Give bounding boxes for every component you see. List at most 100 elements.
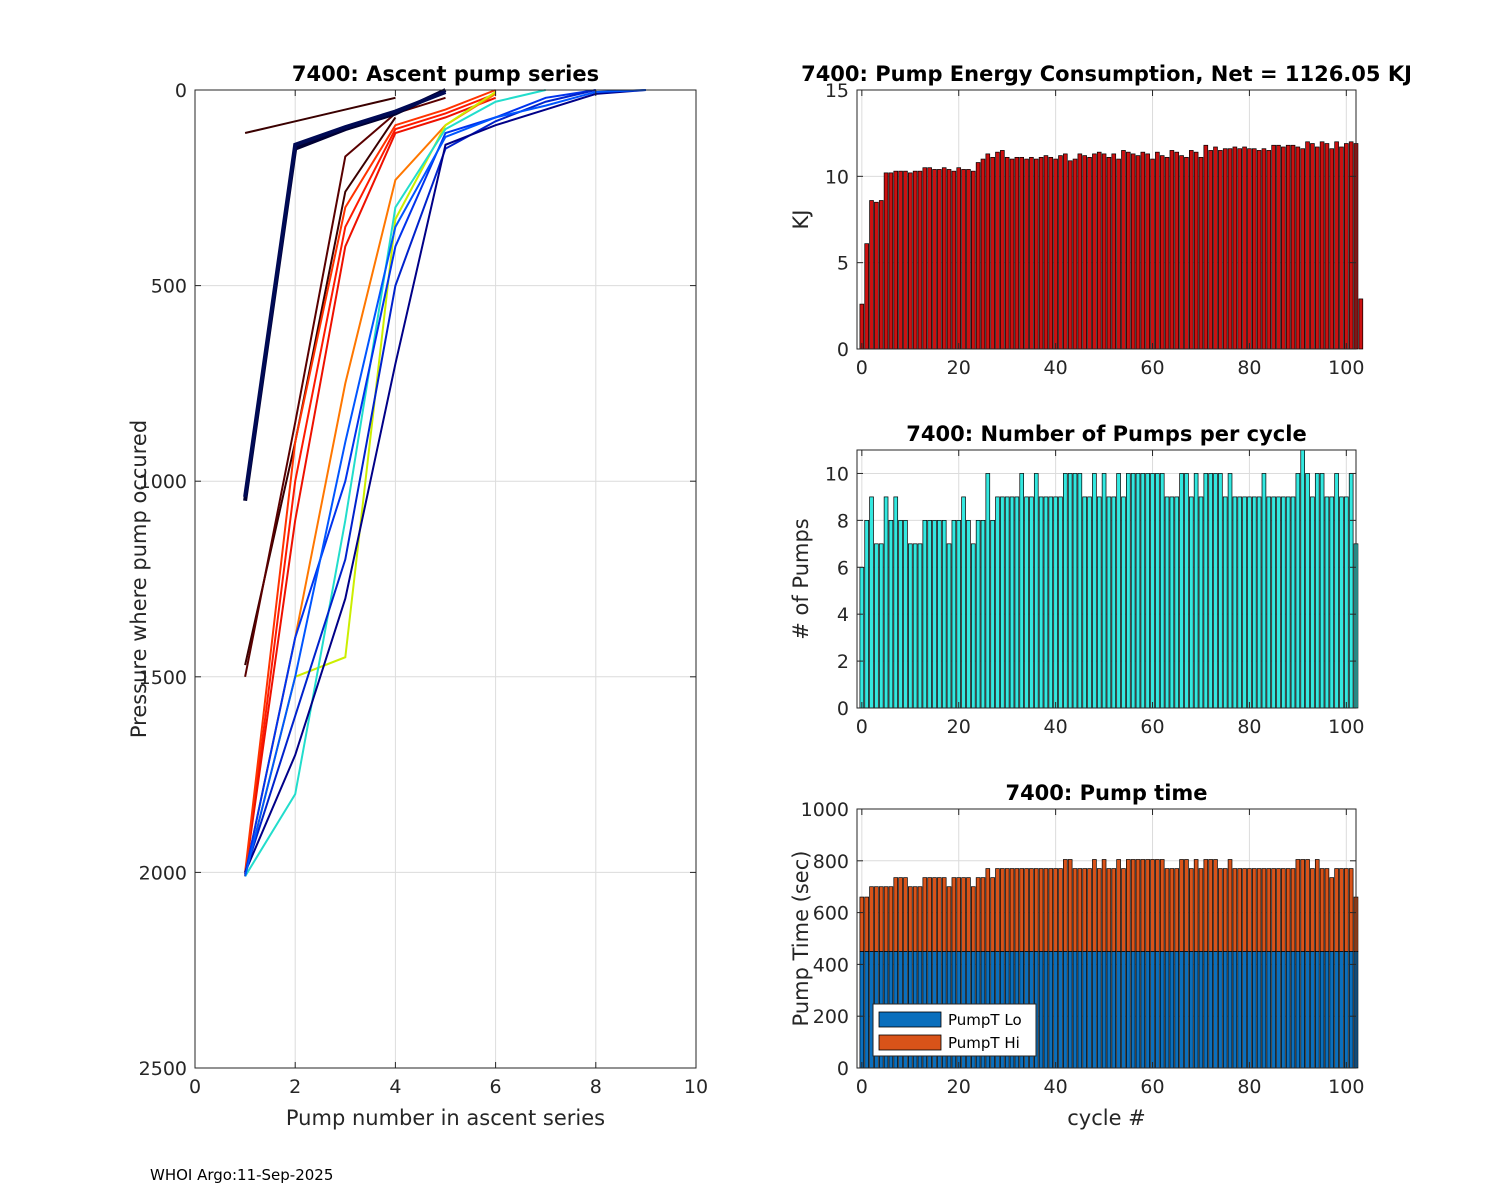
ptime-bar-hi — [985, 868, 991, 952]
ptime-bar-lo — [1058, 951, 1063, 1069]
pumps-bar — [1334, 473, 1339, 709]
energy-bar — [1116, 158, 1121, 350]
ptime-bar-hi — [1208, 859, 1213, 952]
pumps-bar — [1261, 473, 1267, 709]
ptime-bar-lo — [1077, 951, 1083, 1069]
ptime-bar-lo — [1314, 951, 1320, 1069]
energy-bar — [1213, 146, 1218, 350]
pumps-bar — [1300, 449, 1305, 709]
energy-bar — [961, 169, 966, 350]
pumps-bar — [903, 520, 908, 709]
energy-bar — [1329, 148, 1335, 350]
ptime-legend: PumpT Lo PumpT Hi — [872, 1003, 1037, 1057]
energy-bar — [970, 170, 976, 350]
energy-bar — [1285, 144, 1291, 350]
ptime-bar-hi — [1339, 868, 1344, 952]
pumps-bar — [1150, 473, 1155, 709]
pumps-bar — [1339, 496, 1344, 709]
ptime-bar-lo — [1227, 951, 1233, 1069]
energy-bar — [956, 167, 962, 350]
energy-bar — [1082, 155, 1087, 350]
ptime-bar-lo — [1130, 951, 1136, 1069]
ascent-series-line — [244, 89, 546, 877]
ptime-bar-hi — [1276, 868, 1281, 952]
pumps-bar — [1145, 473, 1150, 709]
ptime-bar-lo — [1067, 951, 1073, 1069]
ascent-ytick-label: 2500 — [139, 1058, 187, 1080]
pumps-bar — [1305, 473, 1310, 709]
pumps-bar — [1227, 473, 1233, 709]
ptime-bar-hi — [1237, 868, 1243, 952]
energy-bar — [1043, 155, 1049, 350]
ptime-bar-hi — [1222, 868, 1228, 952]
energy-bar — [1169, 150, 1175, 350]
energy-bar — [1339, 146, 1344, 350]
ptime-bar-lo — [1213, 951, 1218, 1069]
energy-xtick-label: 60 — [1140, 357, 1164, 379]
ascent-xtick-label: 8 — [590, 1076, 602, 1098]
energy-bar — [1135, 155, 1141, 350]
energy-xtick-label: 40 — [1044, 357, 1068, 379]
pumps-bar — [1155, 473, 1160, 709]
energy-bar — [966, 169, 971, 350]
ascent-series-group — [243, 88, 646, 877]
energy-bar — [1174, 151, 1180, 350]
ptime-bar-hi — [1213, 859, 1218, 952]
ptime-bar-lo — [1271, 951, 1276, 1069]
ptime-bar-hi — [1314, 859, 1320, 952]
ptime-bar-hi — [1082, 868, 1087, 952]
ptime-bar-lo — [1155, 951, 1160, 1069]
ptime-bar-hi — [1077, 868, 1083, 952]
ptime-bar-hi — [1024, 868, 1029, 952]
ptime-bar-hi — [932, 877, 937, 952]
energy-bar — [995, 151, 1000, 350]
ptime-bar-lo — [1092, 951, 1097, 1069]
pumps-bar — [1092, 473, 1097, 709]
energy-bar — [1159, 155, 1165, 350]
ptime-ytick-label: 600 — [813, 903, 849, 925]
ptime-bar-hi — [1155, 859, 1160, 952]
ptime-bar-hi — [927, 877, 932, 952]
ptime-xtick-label: 40 — [1044, 1076, 1068, 1098]
energy-bar — [927, 167, 932, 350]
energy-bar — [883, 172, 889, 350]
ptime-bar-lo — [1300, 951, 1305, 1069]
ptime-bar-hi — [951, 877, 957, 952]
ptime-bar-hi — [995, 868, 1000, 952]
pumps-bar — [1310, 496, 1315, 709]
pumps-bar — [1281, 496, 1286, 709]
pumps-bar — [1174, 496, 1180, 709]
ascent-ytick-label: 2000 — [139, 862, 187, 884]
energy-bar — [1300, 148, 1305, 350]
pumps-bar — [1193, 473, 1199, 709]
ptime-bar-lo — [1048, 951, 1054, 1069]
energy-bar — [980, 158, 986, 350]
pumps-xtick-label: 80 — [1237, 716, 1261, 738]
ptime-bar-hi — [1232, 868, 1238, 952]
ptime-bar-hi — [980, 877, 986, 952]
pumps-bar — [1116, 473, 1121, 709]
pumps-bar — [1218, 473, 1223, 709]
energy-bar — [1130, 153, 1136, 350]
ptime-bar-lo — [1126, 951, 1131, 1069]
ptime-bar-hi — [888, 886, 894, 952]
ptime-bar-lo — [1101, 951, 1107, 1069]
energy-bar — [941, 167, 947, 350]
energy-bar — [1145, 153, 1150, 350]
pumps-title: 7400: Number of Pumps per cycle — [906, 422, 1306, 446]
pumps-bar — [874, 543, 879, 709]
energy-bar — [1295, 146, 1301, 350]
ascent-series-line — [243, 90, 447, 498]
ptime-bar-hi — [893, 877, 899, 952]
pumps-bar — [1111, 496, 1117, 709]
ptime-bar-hi — [1004, 868, 1010, 952]
pumps-bar — [1232, 496, 1238, 709]
energy-bar — [1053, 158, 1058, 350]
energy-bar — [1266, 150, 1272, 350]
pumps-bar — [1213, 473, 1218, 709]
energy-bar — [932, 169, 937, 350]
ptime-legend-label: PumpT Hi — [948, 1034, 1020, 1052]
pumps-bar — [1271, 496, 1276, 709]
ascent-ylabel: Pressure where pump occured — [127, 420, 151, 738]
ascent-xtick-label: 10 — [684, 1076, 708, 1098]
